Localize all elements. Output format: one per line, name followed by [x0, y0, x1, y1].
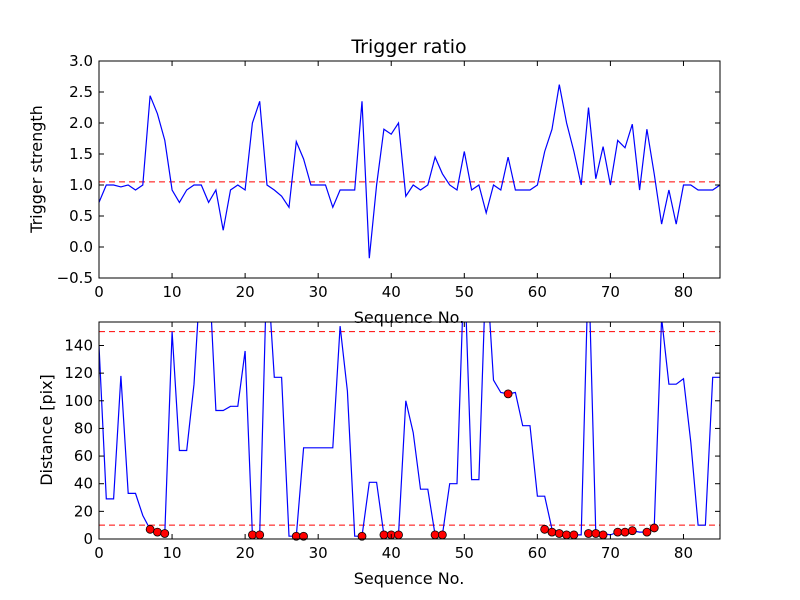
marker-point	[540, 524, 550, 534]
threshold-lines	[99, 331, 720, 526]
y-tick-label: 140	[64, 336, 93, 354]
y-tick-label: −0.5	[57, 269, 93, 287]
y-tick-label: 40	[74, 475, 93, 493]
y-tick-label: 20	[74, 502, 93, 520]
x-tick-label: 0	[94, 283, 104, 301]
marker-point	[153, 527, 162, 537]
marker-point	[649, 523, 659, 533]
x-tick-label: 50	[455, 283, 474, 301]
y-tick-label: 120	[64, 364, 93, 382]
marker-point	[503, 389, 513, 399]
x-tick-label: 30	[309, 283, 328, 301]
y-tick-label: 1.5	[69, 145, 93, 163]
y-tick-label: 60	[74, 447, 93, 465]
x-tick-label: 30	[309, 544, 328, 562]
y-axis-ticks: −0.5 0.0 0.5 1.0 1.5 2.0 2.5 3.0	[57, 52, 720, 287]
x-tick-label: 50	[455, 544, 474, 562]
x-tick-label: 10	[163, 283, 182, 301]
marker-point	[255, 530, 265, 540]
marker-point	[642, 527, 652, 537]
marker-point	[437, 530, 447, 540]
y-tick-label: 2.5	[69, 83, 93, 101]
x-tick-label: 70	[601, 544, 620, 562]
marker-point	[379, 530, 389, 540]
marker-point	[299, 531, 308, 541]
marker-point	[160, 529, 170, 538]
x-tick-label: 40	[382, 283, 401, 301]
x-tick-label: 70	[601, 283, 620, 301]
marker-point	[357, 531, 367, 541]
marker-point	[584, 529, 593, 538]
y-tick-label: 100	[64, 392, 93, 410]
x-axis-label: Sequence No.	[354, 308, 465, 327]
marker-point	[430, 530, 440, 540]
marker-point	[547, 527, 557, 537]
marker-point	[598, 530, 608, 540]
y-tick-label: 0.0	[69, 238, 93, 256]
y-tick-label: 1.0	[69, 176, 93, 194]
y-tick-label: 3.0	[69, 52, 93, 70]
series-line-trigger-strength	[99, 84, 720, 259]
x-axis-ticks: 0 10 20 30 40 50 60 70 80	[94, 322, 693, 562]
x-tick-label: 20	[236, 544, 255, 562]
x-tick-label: 60	[528, 544, 547, 562]
x-tick-label: 80	[674, 283, 693, 301]
marker-point	[248, 530, 257, 540]
x-tick-label: 40	[382, 544, 401, 562]
marker-points	[145, 389, 659, 541]
plot-frame	[98, 321, 721, 540]
marker-point	[394, 530, 403, 540]
x-tick-label: 0	[94, 544, 104, 562]
y-tick-label: 0	[83, 530, 93, 548]
y-axis-label: Distance [pix]	[37, 374, 56, 486]
distance-panel: 0 10 20 30 40 50 60 70 80 0 20 40 60 80 100 120 140 Seq…	[37, 321, 721, 588]
plot-frame	[98, 60, 721, 279]
marker-point	[145, 524, 155, 534]
y-axis-ticks: 0 20 40 60 80 100 120 140	[64, 336, 720, 548]
marker-point	[562, 530, 571, 540]
x-tick-label: 60	[528, 283, 547, 301]
x-tick-label: 20	[236, 283, 255, 301]
y-axis-label: Trigger strength	[27, 105, 46, 234]
x-tick-label: 80	[674, 544, 693, 562]
y-tick-label: 0.5	[69, 207, 93, 225]
marker-point	[613, 527, 623, 537]
marker-point	[627, 526, 637, 536]
x-axis-label: Sequence No.	[354, 569, 465, 588]
y-tick-label: 80	[74, 419, 93, 437]
marker-point	[569, 530, 579, 540]
marker-point	[591, 529, 601, 538]
marker-point	[620, 527, 630, 537]
y-tick-label: 2.0	[69, 114, 93, 132]
chart-title: Trigger ratio	[350, 36, 466, 58]
marker-point	[554, 529, 564, 538]
x-axis-ticks: 0 10 20 30 40 50 60 70 80	[94, 61, 693, 301]
x-tick-label: 10	[163, 544, 182, 562]
